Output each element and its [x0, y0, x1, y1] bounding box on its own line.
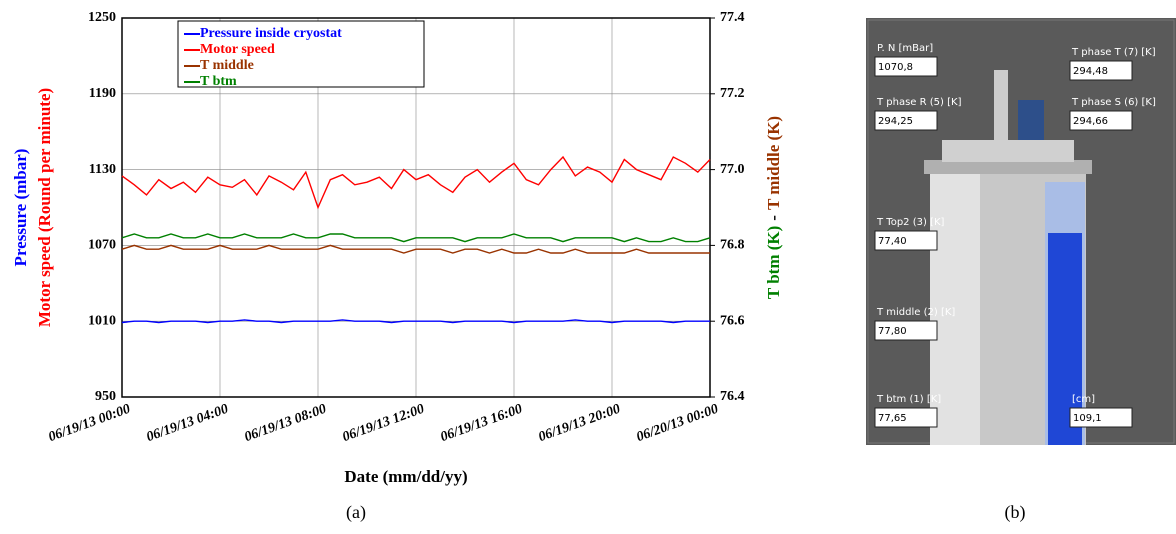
legend-label: T btm [200, 74, 237, 89]
field-label: T phase S (6) [K] [1071, 97, 1156, 108]
field-box [874, 56, 938, 77]
field-label: T Top2 (3) [K] [876, 217, 945, 228]
field-value: 109,1 [1073, 413, 1102, 424]
series-line [121, 244, 710, 254]
motor-shaft [994, 70, 1008, 140]
cryostat-lid [942, 140, 1074, 162]
y2-tick-label: 76.8 [720, 238, 745, 253]
series-line [121, 233, 711, 243]
y-tick-label: 1190 [89, 86, 116, 101]
x-tick-label: 06/20/13 00:00 [635, 402, 721, 445]
y-axis-label: Motor speed (Round per minute) [35, 88, 54, 327]
plot-frame [121, 17, 711, 398]
y-tick-label: 1250 [88, 10, 116, 25]
x-tick-label: 06/19/13 00:00 [47, 402, 133, 445]
y2-axis-label-part: - [764, 215, 783, 221]
y-tick-label: 1130 [89, 162, 116, 177]
y-axis-label: Pressure (mbar) [11, 149, 30, 267]
cryostat-flange [924, 160, 1092, 174]
field-value: 294,48 [1073, 66, 1108, 77]
legend-box [177, 20, 425, 88]
legend-label: T middle [200, 58, 254, 73]
x-tick-label: 06/19/13 12:00 [341, 402, 427, 445]
field-value: 294,66 [1073, 116, 1108, 127]
series-line [121, 155, 711, 210]
field-label: [cm] [1072, 394, 1095, 405]
field-box [1069, 110, 1133, 131]
field-value: 77,80 [878, 326, 907, 337]
y2-tick-label: 77.2 [720, 86, 745, 101]
x-tick-label: 06/19/13 04:00 [145, 402, 231, 445]
y2-tick-label: 76.4 [720, 389, 745, 404]
field-box [874, 110, 938, 131]
field-label: P. N [mBar] [877, 43, 933, 54]
y-tick-label: 1010 [88, 313, 116, 328]
field-label: T phase R (5) [K] [876, 97, 962, 108]
cryostat-highlight [930, 170, 980, 445]
x-axis-label: Date (mm/dd/yy) [344, 467, 467, 486]
field-box [874, 320, 938, 341]
plot-a: 06/19/13 00:00 06/19/13 04:00 06/19/13 08:… [11, 10, 783, 486]
field-box [874, 230, 938, 251]
y-tick-label: 1070 [88, 238, 116, 253]
y2-tick-label: 76.6 [720, 313, 745, 328]
caption: (a) [346, 502, 366, 523]
y2-axis-label-part: T btm (K) [764, 226, 783, 299]
field-value: 77,40 [878, 236, 907, 247]
field-box [874, 407, 938, 428]
legend-label: Pressure inside cryostat [200, 26, 342, 41]
motor [1018, 100, 1044, 140]
y2-axis-label-part: T middle (K) [764, 116, 783, 210]
x-tick-label: 06/19/13 16:00 [439, 402, 525, 445]
caption: (b) [1005, 502, 1026, 523]
y2-axis-label: T btm (K) - T middle (K) [764, 116, 783, 299]
panel-b: P. N [mBar] 1070,8 T phase T (7) [K] 294,48… [866, 18, 1176, 445]
legend-label: Motor speed [200, 42, 275, 57]
field-box [1069, 60, 1133, 81]
field-box [1069, 407, 1133, 428]
field-value: 1070,8 [878, 62, 913, 73]
series-line [121, 319, 710, 324]
y-tick-label: 950 [95, 389, 116, 404]
y2-tick-label: 77.4 [720, 10, 745, 25]
field-label: T btm (1) [K] [876, 394, 941, 405]
y2-tick-label: 77.0 [720, 162, 745, 177]
field-value: 294,25 [878, 116, 913, 127]
x-tick-label: 06/19/13 20:00 [537, 402, 623, 445]
field-label: T phase T (7) [K] [1071, 47, 1156, 58]
field-label: T middle (2) [K] [876, 307, 955, 318]
x-tick-label: 06/19/13 08:00 [243, 402, 329, 445]
field-value: 77,65 [878, 413, 907, 424]
